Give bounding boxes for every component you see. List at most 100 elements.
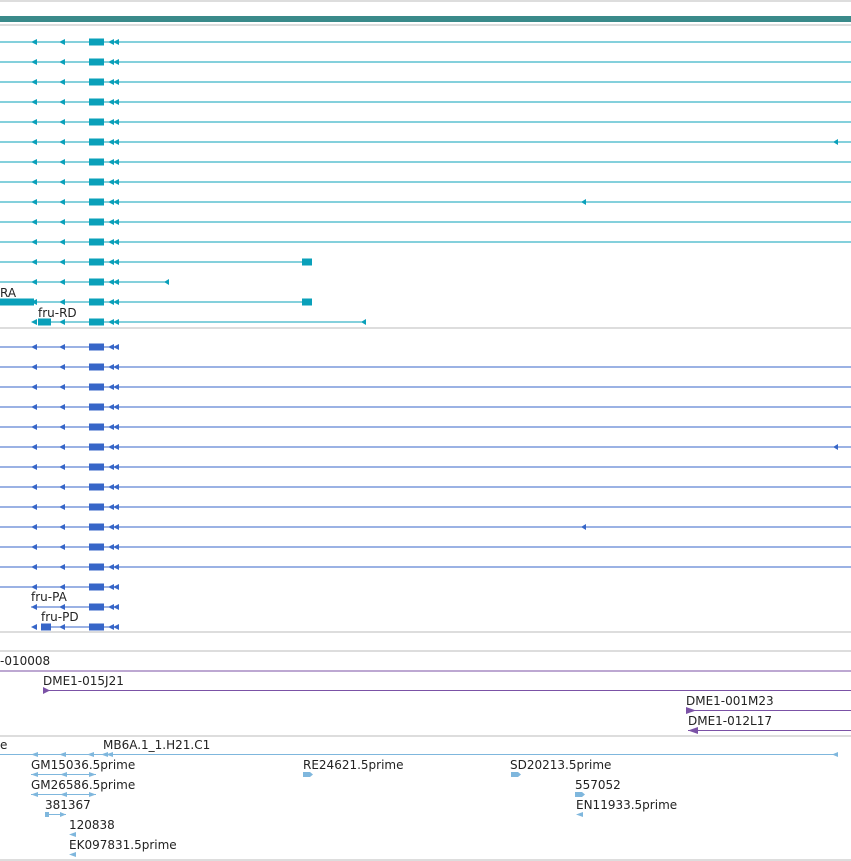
est-arrow[interactable] [69, 832, 76, 837]
exon-arrow [113, 584, 119, 590]
exon-arrow [59, 504, 65, 510]
exon-arrow [31, 584, 37, 590]
est-arrow [60, 792, 67, 797]
est-arrow[interactable] [576, 812, 583, 817]
exon-block [89, 158, 104, 166]
exon-block [89, 58, 104, 66]
exon-arrow [113, 319, 119, 325]
exon-arrow [59, 99, 65, 105]
exon-block [89, 563, 104, 571]
exon-arrow [108, 159, 114, 165]
exon-arrow [59, 384, 65, 390]
est-label-557052: 557052 [575, 778, 621, 792]
est-block[interactable] [511, 772, 521, 777]
est-block [45, 812, 49, 817]
exon-arrow [113, 504, 119, 510]
clone-label-015j21: DME1-015J21 [43, 674, 124, 688]
exon-arrow [113, 99, 119, 105]
exon-arrow [31, 139, 37, 145]
est-arrow [87, 752, 94, 757]
est-label-en11933: EN11933.5prime [576, 798, 677, 812]
exon-arrow [59, 544, 65, 550]
exon-arrow [113, 624, 119, 630]
protein-label-fru-pa: fru-PA [31, 590, 68, 604]
exon-arrow [31, 484, 37, 490]
exon-block [89, 178, 104, 186]
exon-arrow [108, 464, 114, 470]
exon-arrow [108, 424, 114, 430]
exon-arrow [59, 319, 65, 325]
exon-arrow [59, 159, 65, 165]
est-arrow[interactable] [69, 852, 76, 857]
exon-block [89, 138, 104, 146]
exon-block [38, 318, 51, 326]
exon-arrow [31, 319, 37, 325]
exon-arrow [833, 139, 838, 145]
exon-arrow [108, 139, 114, 145]
exon-block [89, 623, 104, 631]
exon-arrow [31, 504, 37, 510]
exon-arrow [108, 299, 114, 305]
clone-label-012l17: DME1-012L17 [688, 714, 772, 728]
exon-arrow [113, 564, 119, 570]
exon-arrow [581, 524, 586, 530]
exon-arrow [108, 179, 114, 185]
exon-arrow [113, 404, 119, 410]
exon-arrow [113, 279, 119, 285]
est-label-re24621: RE24621.5prime [303, 758, 404, 772]
exon-arrow [59, 259, 65, 265]
protein-label-fru-pd: fru-PD [41, 610, 79, 624]
exon-arrow [113, 39, 119, 45]
est-block[interactable] [303, 772, 313, 777]
exon-block [89, 503, 104, 511]
exon-block [89, 443, 104, 451]
exon-arrow [59, 364, 65, 370]
exon-arrow [108, 504, 114, 510]
exon-arrow [108, 259, 114, 265]
exon-arrow [31, 544, 37, 550]
exon-arrow [113, 299, 119, 305]
clone-label-001m23: DME1-001M23 [686, 694, 774, 708]
exon-arrow [31, 464, 37, 470]
exon-arrow [108, 279, 114, 285]
exon-arrow [59, 604, 65, 610]
est-block[interactable] [575, 792, 585, 797]
exon-arrow [31, 524, 37, 530]
est-label-ek097831: EK097831.5prime [69, 838, 177, 852]
exon-arrow [59, 344, 65, 350]
exon-block [89, 383, 104, 391]
exon-arrow [31, 79, 37, 85]
exon-arrow [59, 424, 65, 430]
est-arrow [60, 772, 67, 777]
exon-arrow [59, 524, 65, 530]
exon-arrow [113, 604, 119, 610]
exon-arrow [108, 99, 114, 105]
est-arrow [89, 772, 96, 777]
exon-arrow [31, 239, 37, 245]
exon-arrow [113, 444, 119, 450]
est-arrow [106, 752, 113, 757]
exon-arrow [113, 259, 119, 265]
exon-arrow [31, 384, 37, 390]
exon-arrow [59, 59, 65, 65]
exon-arrow [113, 239, 119, 245]
exon-arrow [59, 564, 65, 570]
exon-arrow [113, 384, 119, 390]
exon-arrow [113, 179, 119, 185]
est-arrow [31, 792, 38, 797]
transcript-label-ra: RA [0, 286, 17, 300]
est-label-gm26586: GM26586.5prime [31, 778, 135, 792]
exon-arrow [59, 239, 65, 245]
exon-block [89, 198, 104, 206]
transcript-label-fru-rd: fru-RD [38, 306, 77, 320]
exon-block [89, 298, 104, 306]
exon-arrow [59, 119, 65, 125]
exon-block [302, 298, 312, 306]
exon-arrow [59, 624, 65, 630]
exon-block [89, 423, 104, 431]
exon-arrow [59, 199, 65, 205]
exon-arrow [108, 39, 114, 45]
est-track: e MB6A.1_1.H21.C1 GM15036.5prime RE24621… [0, 738, 838, 857]
exon-block [89, 463, 104, 471]
exon-block [89, 363, 104, 371]
